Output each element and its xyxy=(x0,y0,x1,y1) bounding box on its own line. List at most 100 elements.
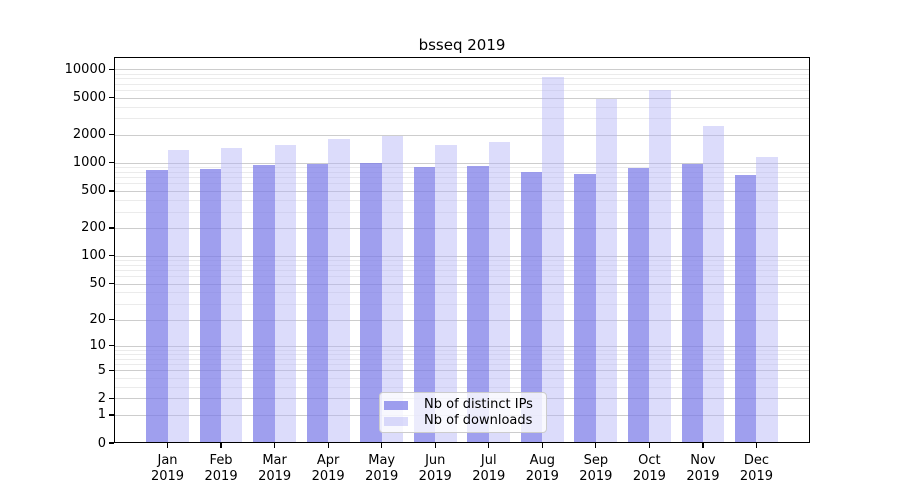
x-tick-label-month: Apr xyxy=(316,453,340,468)
y-tick-mark-20 xyxy=(109,318,114,321)
minor-gridline xyxy=(114,73,810,75)
legend-swatch-downloads xyxy=(384,416,408,426)
x-tick-label-month: Jun xyxy=(425,453,446,468)
y-tick-mark-5000 xyxy=(109,96,114,99)
minor-gridline xyxy=(114,377,810,379)
x-tick-mark-nov xyxy=(702,443,704,448)
x-tick-label-year: 2019 xyxy=(418,469,452,484)
minor-gridline xyxy=(114,276,810,278)
y-tick-label-2: 2 xyxy=(97,390,106,406)
legend-item-downloads: Nb of downloads xyxy=(384,413,546,429)
y-tick-mark-0 xyxy=(109,442,114,444)
y-tick-label-1000: 1000 xyxy=(72,155,106,171)
major-gridline xyxy=(114,255,810,257)
minor-gridline xyxy=(114,353,810,355)
x-tick-label-month: Oct xyxy=(638,453,661,468)
x-tick-mark-apr xyxy=(327,443,329,448)
minor-gridline xyxy=(114,364,810,366)
minor-gridline xyxy=(114,78,810,80)
x-tick-mark-feb xyxy=(220,443,222,448)
bar-distinct-ips-jan xyxy=(146,169,168,443)
y-tick-mark-2000 xyxy=(109,134,114,136)
bar-downloads-jan xyxy=(167,149,189,443)
bar-distinct-ips-may xyxy=(360,162,382,443)
minor-gridline xyxy=(114,183,810,185)
bar-downloads-dec xyxy=(756,156,778,443)
y-tick-label-5000: 5000 xyxy=(72,90,106,105)
y-tick-mark-10000 xyxy=(109,68,114,71)
minor-gridline xyxy=(114,292,810,294)
x-tick-label-jun: Jun 2019 xyxy=(403,453,467,485)
x-tick-mark-dec xyxy=(755,443,758,448)
y-tick-label-200: 200 xyxy=(81,220,106,236)
minor-gridline xyxy=(114,260,810,262)
bar-downloads-oct xyxy=(649,90,671,443)
y-tick-label-50: 50 xyxy=(89,276,106,291)
bar-distinct-ips-dec xyxy=(735,174,757,443)
x-tick-mark-oct xyxy=(648,443,651,448)
minor-gridline xyxy=(114,349,810,351)
minor-gridline xyxy=(114,90,810,92)
x-tick-label-aug: Aug 2019 xyxy=(510,453,574,485)
bar-downloads-may xyxy=(381,136,404,443)
major-gridline xyxy=(114,190,810,192)
y-tick-mark-100 xyxy=(109,255,114,257)
minor-gridline xyxy=(114,106,810,108)
x-tick-label-year: 2019 xyxy=(579,469,613,484)
minor-gridline xyxy=(114,171,810,173)
x-tick-mark-sep xyxy=(595,443,597,448)
x-tick-label-month: May xyxy=(368,453,396,468)
minor-gridline xyxy=(114,83,810,85)
bar-downloads-sep xyxy=(595,98,618,443)
bar-distinct-ips-apr xyxy=(306,163,329,443)
bar-distinct-ips-feb xyxy=(199,169,222,443)
bar-downloads-jul xyxy=(488,141,511,443)
x-tick-label-year: 2019 xyxy=(204,469,238,484)
x-tick-label-month: Mar xyxy=(262,453,287,468)
y-tick-label-20: 20 xyxy=(89,312,106,327)
y-tick-mark-1 xyxy=(109,414,114,416)
minor-gridline xyxy=(114,199,810,201)
minor-gridline xyxy=(114,386,810,388)
legend-item-distinct-ips: Nb of distinct IPs xyxy=(384,397,546,413)
y-tick-label-100: 100 xyxy=(81,248,106,264)
y-tick-mark-5 xyxy=(109,369,114,372)
y-tick-label-5: 5 xyxy=(97,362,106,378)
y-tick-mark-500 xyxy=(109,190,114,192)
x-tick-label-month: Dec xyxy=(743,453,770,468)
x-tick-label-month: Feb xyxy=(209,453,233,468)
chart-title: bsseq 2019 xyxy=(418,36,506,54)
legend-swatch-distinct-ips xyxy=(384,400,408,410)
y-tick-label-0: 0 xyxy=(97,435,106,451)
bar-downloads-jun xyxy=(435,144,457,443)
major-gridline xyxy=(114,227,810,229)
x-tick-label-sep: Sep 2019 xyxy=(564,453,628,485)
x-tick-label-year: 2019 xyxy=(525,469,559,484)
x-tick-label-apr: Apr 2019 xyxy=(296,453,360,485)
minor-gridline xyxy=(114,358,810,360)
y-tick-label-10000: 10000 xyxy=(64,61,106,77)
x-tick-label-year: 2019 xyxy=(472,469,506,484)
major-gridline xyxy=(114,370,810,372)
major-gridline xyxy=(114,162,810,164)
minor-gridline xyxy=(114,118,810,120)
y-tick-label-10: 10 xyxy=(89,338,106,354)
x-tick-mark-aug xyxy=(541,443,543,448)
x-tick-label-month: Sep xyxy=(583,453,609,468)
x-tick-label-dec: Dec 2019 xyxy=(724,453,788,485)
y-tick-mark-200 xyxy=(109,227,114,229)
bar-downloads-feb xyxy=(221,148,243,443)
x-tick-label-month: Jul xyxy=(480,453,497,468)
bar-distinct-ips-jun xyxy=(413,167,436,443)
major-gridline xyxy=(114,345,810,347)
minor-gridline xyxy=(114,270,810,272)
x-tick-mark-may xyxy=(381,443,383,448)
major-gridline xyxy=(114,134,810,136)
bar-distinct-ips-jul xyxy=(467,166,489,443)
x-tick-label-nov: Nov 2019 xyxy=(671,453,735,485)
x-tick-label-year: 2019 xyxy=(311,469,345,484)
major-gridline xyxy=(114,319,810,321)
x-tick-label-year: 2019 xyxy=(365,469,399,484)
x-tick-label-jan: Jan 2019 xyxy=(136,453,200,485)
